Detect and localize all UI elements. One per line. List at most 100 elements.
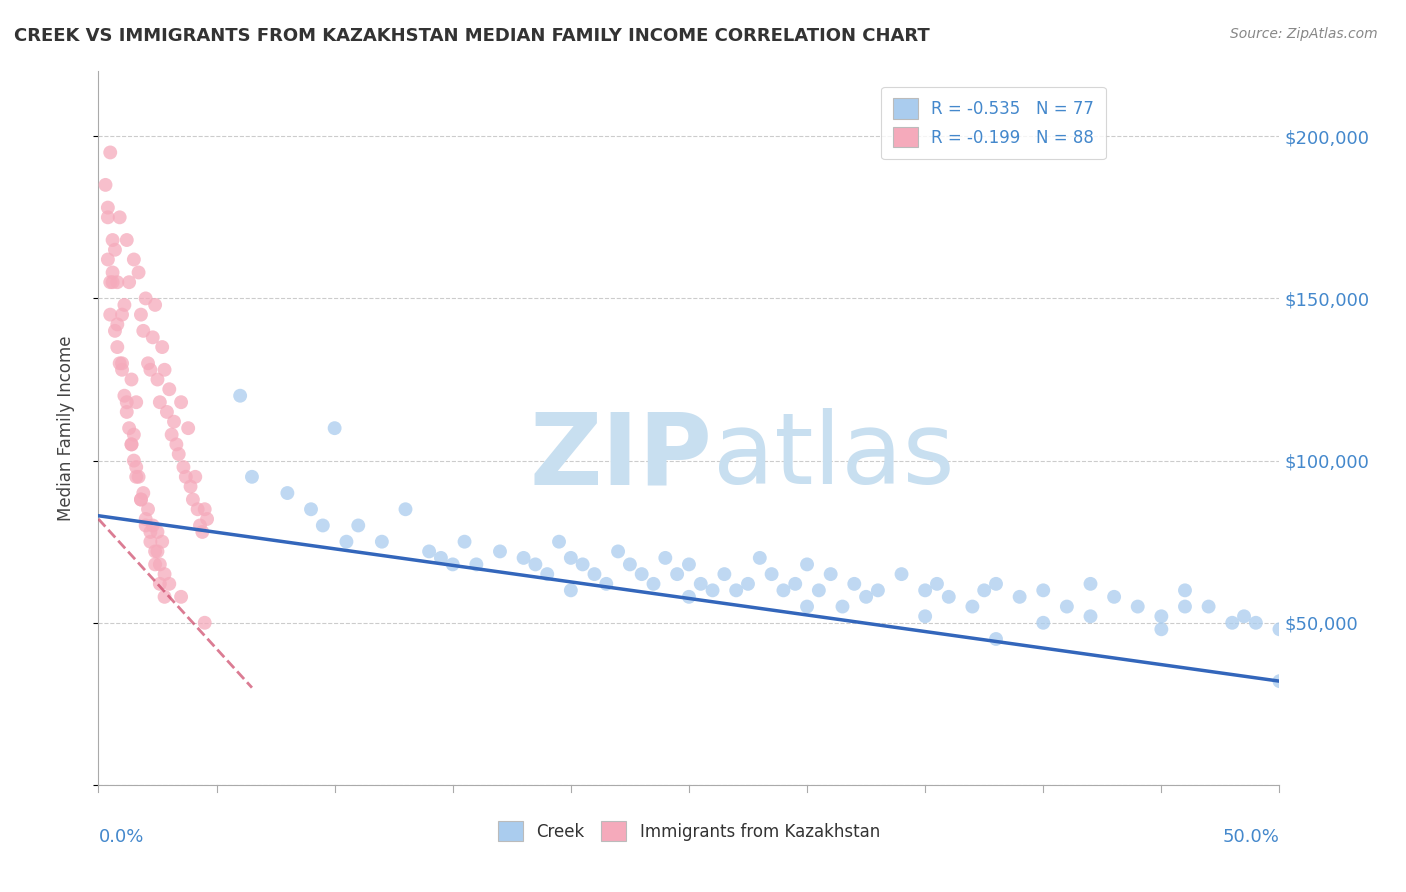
- Point: [583, 567, 606, 582]
- Point: [122, 252, 145, 267]
- Point: [121, 437, 143, 451]
- Point: [489, 544, 512, 558]
- Point: [135, 292, 157, 306]
- Point: [129, 492, 152, 507]
- Point: [132, 324, 155, 338]
- Point: [136, 502, 159, 516]
- Point: [962, 599, 984, 614]
- Point: [702, 583, 724, 598]
- Text: 50.0%: 50.0%: [1223, 828, 1279, 846]
- Point: [105, 275, 128, 289]
- Point: [548, 534, 571, 549]
- Point: [630, 567, 652, 582]
- Point: [135, 512, 157, 526]
- Point: [430, 550, 453, 565]
- Point: [105, 318, 128, 332]
- Point: [115, 233, 138, 247]
- Point: [1268, 674, 1291, 689]
- Point: [1233, 609, 1256, 624]
- Point: [105, 340, 128, 354]
- Point: [111, 308, 134, 322]
- Point: [118, 275, 141, 289]
- Point: [181, 492, 204, 507]
- Point: [914, 609, 936, 624]
- Point: [143, 298, 166, 312]
- Point: [1244, 615, 1267, 630]
- Point: [512, 550, 534, 565]
- Point: [115, 405, 138, 419]
- Point: [188, 518, 211, 533]
- Point: [163, 415, 186, 429]
- Point: [129, 308, 152, 322]
- Point: [139, 534, 162, 549]
- Point: [149, 577, 172, 591]
- Point: [1056, 599, 1078, 614]
- Point: [925, 577, 948, 591]
- Text: ZIP: ZIP: [530, 409, 713, 505]
- Legend: Creek, Immigrants from Kazakhstan: Creek, Immigrants from Kazakhstan: [491, 814, 887, 848]
- Point: [1174, 599, 1197, 614]
- Point: [678, 590, 700, 604]
- Point: [654, 550, 676, 565]
- Point: [153, 363, 176, 377]
- Text: CREEK VS IMMIGRANTS FROM KAZAKHSTAN MEDIAN FAMILY INCOME CORRELATION CHART: CREEK VS IMMIGRANTS FROM KAZAKHSTAN MEDI…: [14, 27, 929, 45]
- Point: [441, 558, 464, 572]
- Point: [172, 460, 194, 475]
- Point: [170, 395, 193, 409]
- Point: [132, 486, 155, 500]
- Point: [560, 550, 582, 565]
- Point: [831, 599, 853, 614]
- Point: [104, 324, 127, 338]
- Point: [101, 233, 124, 247]
- Point: [807, 583, 830, 598]
- Point: [146, 524, 169, 539]
- Point: [122, 453, 145, 467]
- Point: [136, 356, 159, 370]
- Point: [157, 577, 180, 591]
- Point: [984, 632, 1007, 646]
- Point: [112, 389, 135, 403]
- Point: [1102, 590, 1125, 604]
- Point: [465, 558, 488, 572]
- Text: Source: ZipAtlas.com: Source: ZipAtlas.com: [1230, 27, 1378, 41]
- Point: [98, 145, 121, 160]
- Point: [104, 243, 127, 257]
- Point: [111, 356, 134, 370]
- Point: [1150, 622, 1173, 636]
- Point: [187, 502, 209, 516]
- Point: [135, 518, 157, 533]
- Point: [111, 363, 134, 377]
- Point: [184, 470, 207, 484]
- Point: [149, 558, 172, 572]
- Point: [129, 492, 152, 507]
- Point: [1126, 599, 1149, 614]
- Point: [240, 470, 263, 484]
- Point: [855, 590, 877, 604]
- Point: [94, 178, 117, 192]
- Point: [524, 558, 547, 572]
- Point: [194, 615, 217, 630]
- Point: [1032, 615, 1054, 630]
- Point: [371, 534, 394, 549]
- Point: [139, 363, 162, 377]
- Point: [98, 275, 121, 289]
- Point: [796, 558, 818, 572]
- Point: [153, 567, 176, 582]
- Point: [595, 577, 617, 591]
- Point: [98, 308, 121, 322]
- Point: [748, 550, 770, 565]
- Point: [195, 512, 218, 526]
- Point: [713, 567, 735, 582]
- Point: [167, 447, 190, 461]
- Point: [101, 275, 124, 289]
- Point: [142, 330, 165, 344]
- Point: [122, 427, 145, 442]
- Point: [108, 356, 131, 370]
- Point: [143, 558, 166, 572]
- Point: [323, 421, 346, 435]
- Y-axis label: Median Family Income: Median Family Income: [56, 335, 75, 521]
- Point: [973, 583, 995, 598]
- Point: [299, 502, 322, 516]
- Point: [150, 340, 173, 354]
- Point: [1032, 583, 1054, 598]
